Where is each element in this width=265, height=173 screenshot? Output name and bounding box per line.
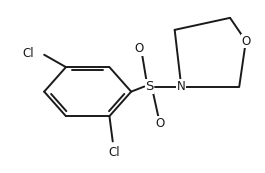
Text: Cl: Cl xyxy=(22,47,34,60)
Text: Cl: Cl xyxy=(108,146,120,159)
Text: O: O xyxy=(156,117,165,130)
Text: S: S xyxy=(145,80,154,93)
Text: O: O xyxy=(134,42,144,55)
Text: N: N xyxy=(177,80,186,93)
Text: O: O xyxy=(241,35,250,48)
Text: N: N xyxy=(177,80,186,93)
